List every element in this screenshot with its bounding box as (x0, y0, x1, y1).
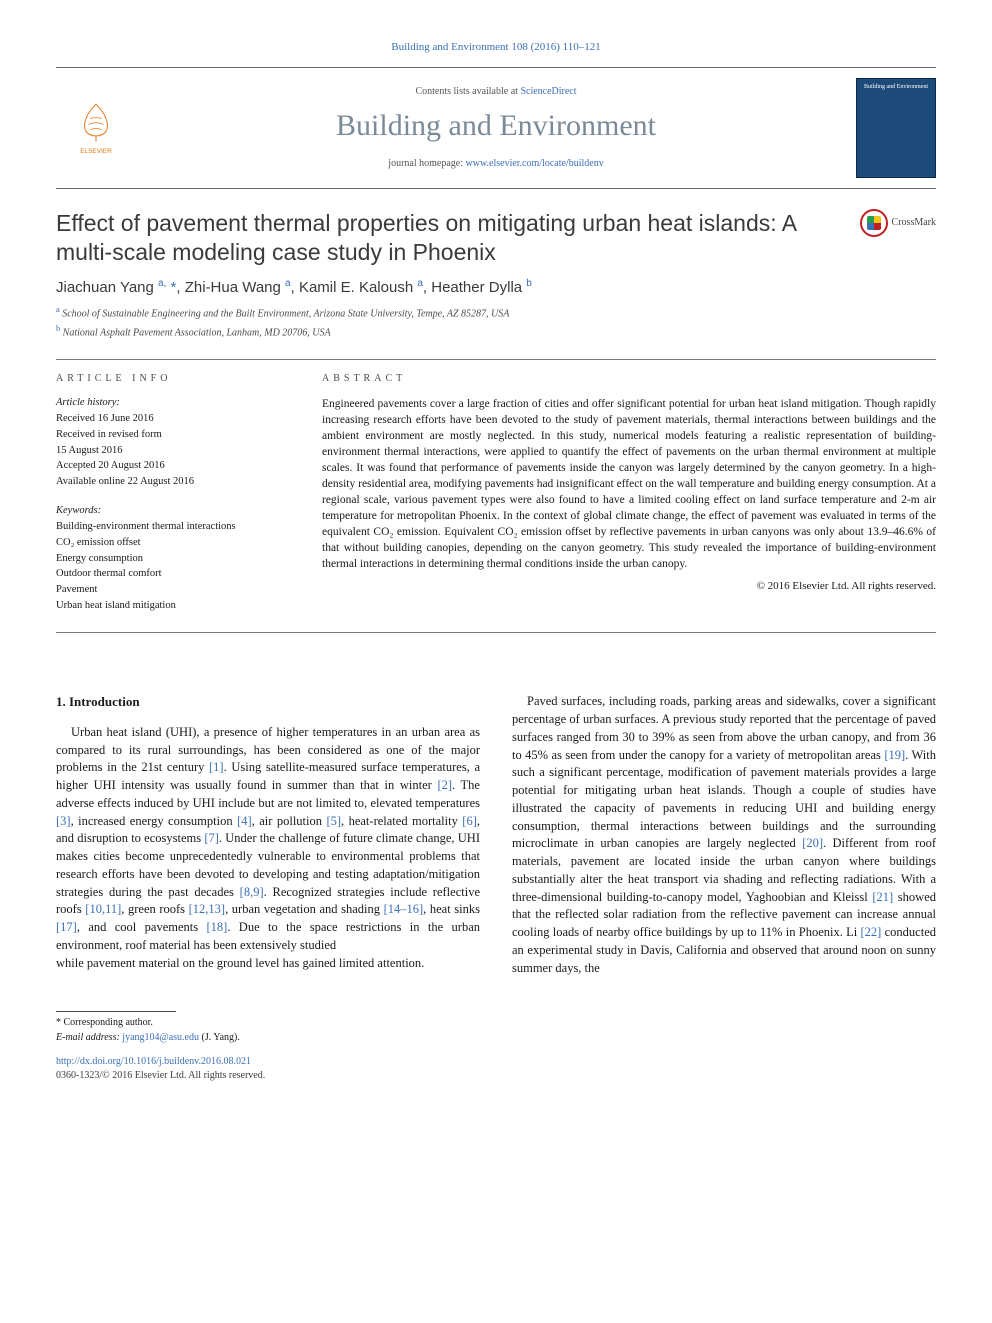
rule-bottom (56, 632, 936, 633)
citation-link[interactable]: [12,13] (189, 902, 225, 916)
footer-area: * Corresponding author. E-mail address: … (56, 1011, 936, 1083)
citation-link[interactable]: [1] (209, 760, 224, 774)
citation-link[interactable]: [17] (56, 920, 77, 934)
section-1-heading: 1. Introduction (56, 693, 480, 711)
history-item: Received 16 June 2016 (56, 412, 286, 427)
thumb-caption: Building and Environment (864, 83, 928, 91)
contents-line: Contents lists available at ScienceDirec… (136, 85, 856, 99)
crossmark-label: CrossMark (892, 216, 936, 230)
body-p2: while pavement material on the ground le… (56, 955, 480, 973)
email-line: E-mail address: jyang104@asu.edu (J. Yan… (56, 1031, 936, 1045)
history-item: Received in revised form (56, 428, 286, 443)
sciencedirect-link[interactable]: ScienceDirect (520, 86, 576, 97)
journal-title: Building and Environment (136, 105, 856, 147)
keyword: Urban heat island mitigation (56, 599, 286, 614)
elsevier-word: ELSEVIER (80, 149, 112, 156)
history-item: Accepted 20 August 2016 (56, 459, 286, 474)
citation-link[interactable]: [7] (204, 831, 219, 845)
citation-link[interactable]: [14–16] (384, 902, 424, 916)
footnote-rule (56, 1011, 176, 1012)
rule-top (56, 359, 936, 360)
homepage-link[interactable]: www.elsevier.com/locate/buildenv (466, 158, 604, 169)
crossmark-icon (860, 209, 888, 237)
body-p3: Paved surfaces, including roads, parking… (512, 693, 936, 977)
journal-cover-thumb: Building and Environment (856, 78, 936, 178)
email-link[interactable]: jyang104@asu.edu (122, 1032, 199, 1043)
history-item: 15 August 2016 (56, 444, 286, 459)
journal-header: ELSEVIER Contents lists available at Sci… (56, 67, 936, 189)
abstract-copyright: © 2016 Elsevier Ltd. All rights reserved… (322, 579, 936, 594)
citation-link[interactable]: [20] (802, 836, 823, 850)
keyword: Outdoor thermal comfort (56, 567, 286, 582)
abstract-heading: ABSTRACT (322, 372, 936, 386)
keyword: Pavement (56, 583, 286, 598)
citation-link[interactable]: [3] (56, 814, 71, 828)
body-p1: Urban heat island (UHI), a presence of h… (56, 724, 480, 955)
crossmark-badge[interactable]: CrossMark (860, 209, 936, 237)
doi-link[interactable]: http://dx.doi.org/10.1016/j.buildenv.201… (56, 1056, 251, 1067)
info-heading: ARTICLE INFO (56, 372, 286, 386)
citation-link[interactable]: [8,9] (240, 885, 264, 899)
citation-link[interactable]: [6] (462, 814, 477, 828)
keyword: Energy consumption (56, 552, 286, 567)
homepage-pre: journal homepage: (388, 158, 465, 169)
article-info: ARTICLE INFO Article history: Received 1… (56, 372, 286, 615)
article-title: Effect of pavement thermal properties on… (56, 209, 860, 267)
elsevier-logo: ELSEVIER (56, 100, 136, 156)
body-columns: 1. Introduction Urban heat island (UHI),… (56, 693, 936, 977)
affiliation: a School of Sustainable Engineering and … (56, 304, 936, 321)
email-suffix: (J. Yang). (199, 1032, 240, 1043)
authors-line: Jiachuan Yang a, *, Zhi-Hua Wang a, Kami… (56, 277, 936, 298)
keyword: CO₂ emission offset (56, 536, 286, 551)
journal-homepage: journal homepage: www.elsevier.com/locat… (136, 157, 856, 171)
corresponding-author: * Corresponding author. (56, 1016, 936, 1030)
citation-link[interactable]: [10,11] (85, 902, 121, 916)
citation-link[interactable]: [4] (237, 814, 252, 828)
keyword: Building-environment thermal interaction… (56, 520, 286, 535)
citation-link[interactable]: [2] (437, 778, 452, 792)
affiliation: b National Asphalt Pavement Association,… (56, 323, 936, 340)
citation-link[interactable]: [22] (861, 925, 882, 939)
history-item: Available online 22 August 2016 (56, 475, 286, 490)
contents-pre: Contents lists available at (415, 86, 520, 97)
issn-copyright: 0360-1323/© 2016 Elsevier Ltd. All right… (56, 1069, 936, 1083)
keywords-label: Keywords: (56, 504, 286, 519)
citation-link[interactable]: [19] (884, 748, 905, 762)
abstract-text: Engineered pavements cover a large fract… (322, 396, 936, 573)
citation-link[interactable]: [21] (872, 890, 893, 904)
top-citation: Building and Environment 108 (2016) 110–… (56, 40, 936, 55)
citation-link[interactable]: [5] (326, 814, 341, 828)
doi-line: http://dx.doi.org/10.1016/j.buildenv.201… (56, 1055, 936, 1069)
history-label: Article history: (56, 396, 286, 411)
email-label: E-mail address: (56, 1032, 122, 1043)
citation-link[interactable]: [18] (206, 920, 227, 934)
abstract-col: ABSTRACT Engineered pavements cover a la… (322, 372, 936, 615)
